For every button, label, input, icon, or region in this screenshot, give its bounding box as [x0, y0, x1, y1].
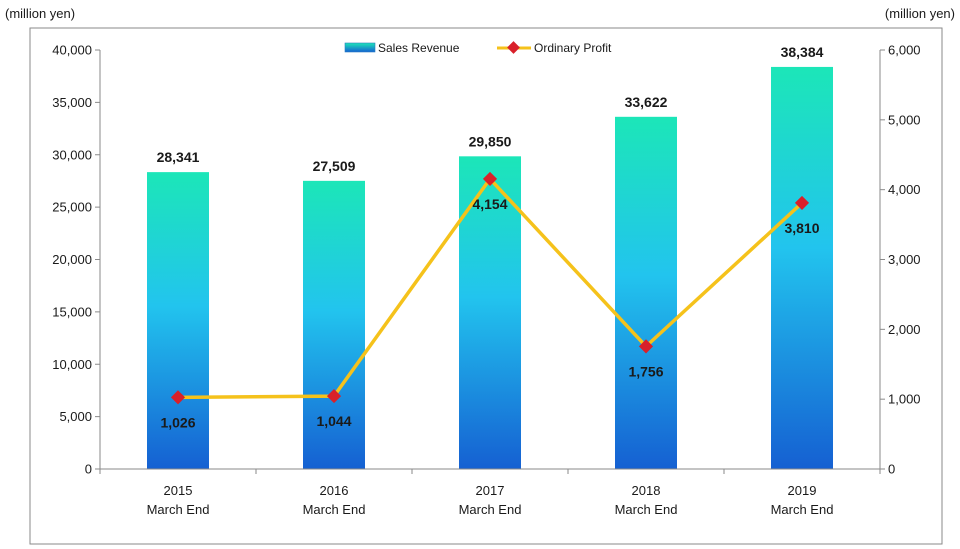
- legend-label-sales-revenue: Sales Revenue: [378, 41, 460, 55]
- right-axis-tick-label: 3,000: [888, 252, 921, 267]
- bar-value-label: 27,509: [313, 158, 356, 174]
- left-axis-tick-label: 25,000: [52, 200, 92, 215]
- profit-value-label: 3,810: [784, 220, 819, 236]
- legend-label-ordinary-profit: Ordinary Profit: [534, 41, 612, 55]
- left-axis-tick-label: 15,000: [52, 304, 92, 319]
- x-axis-label-year: 2015: [164, 483, 193, 498]
- x-axis-label-period: March End: [615, 502, 678, 517]
- left-axis-tick-label: 20,000: [52, 252, 92, 267]
- left-axis-tick-label: 35,000: [52, 95, 92, 110]
- ordinary-profit-marker-2018: [638, 339, 654, 354]
- left-axis-tick-label: 5,000: [59, 409, 92, 424]
- right-axis-tick-label: 2,000: [888, 322, 921, 337]
- profit-value-label: 1,044: [316, 413, 351, 429]
- x-axis-label-period: March End: [303, 502, 366, 517]
- x-axis-label-year: 2018: [632, 483, 661, 498]
- right-axis-tick-label: 0: [888, 462, 895, 477]
- bar-value-label: 38,384: [781, 44, 824, 60]
- legend-swatch-sales-revenue: [344, 42, 376, 53]
- profit-value-label: 1,756: [628, 363, 663, 379]
- ordinary-profit-marker-2016: [326, 389, 342, 404]
- x-axis-label-period: March End: [147, 502, 210, 517]
- right-axis-tick-label: 4,000: [888, 182, 921, 197]
- bar-value-label: 29,850: [469, 133, 512, 149]
- axes: 0 5,000 10,000 15,000 20,000 25,000 30,000 35,0…: [52, 43, 920, 518]
- x-axis-label-period: March End: [771, 502, 834, 517]
- x-axis-label-period: March End: [459, 502, 522, 517]
- right-axis-tick-label: 6,000: [888, 43, 921, 58]
- left-axis-tick-label: 0: [85, 462, 92, 477]
- profit-value-label: 1,026: [160, 414, 195, 430]
- bar-value-label: 28,341: [157, 149, 200, 165]
- bar-sales-revenue-2016: [303, 180, 365, 469]
- ordinary-profit-marker-2015: [170, 390, 186, 405]
- right-axis-tick-label: 5,000: [888, 112, 921, 127]
- data-labels: 28,341 27,509 29,850 33,622 38,384 1,026 1,044…: [157, 44, 824, 430]
- left-axis-tick-label: 10,000: [52, 357, 92, 372]
- profit-value-label: 4,154: [472, 196, 507, 212]
- ordinary-profit-marker-2017: [482, 171, 498, 186]
- left-axis-tick-label: 40,000: [52, 43, 92, 58]
- legend: Sales Revenue Ordinary Profit: [344, 41, 612, 55]
- right-axis-tick-label: 1,000: [888, 392, 921, 407]
- legend-marker-ordinary-profit: [507, 41, 520, 54]
- x-axis-label-year: 2016: [320, 483, 349, 498]
- ordinary-profit-marker-2019: [794, 195, 810, 211]
- chart-border: [29, 27, 943, 545]
- bar-value-label: 33,622: [625, 94, 668, 110]
- bar-sales-revenue-2019: [771, 66, 833, 469]
- bar-sales-revenue-2015: [147, 172, 209, 469]
- x-axis-label-year: 2019: [788, 483, 817, 498]
- bar-sales-revenue-2018: [615, 116, 677, 470]
- bars: [147, 66, 833, 470]
- ordinary-profit-series: [170, 171, 810, 405]
- right-axis-unit: (million yen): [885, 6, 955, 21]
- left-axis-tick-label: 30,000: [52, 147, 92, 162]
- left-axis-unit: (million yen): [5, 6, 75, 21]
- x-axis-label-year: 2017: [476, 483, 505, 498]
